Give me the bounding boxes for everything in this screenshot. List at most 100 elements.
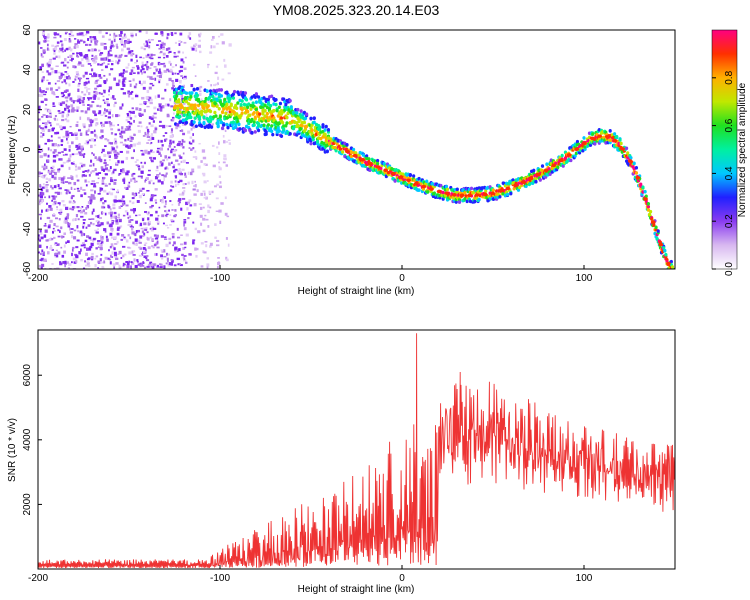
noise-speckle bbox=[113, 103, 116, 108]
noise-speckle bbox=[181, 197, 186, 200]
noise-speckle bbox=[109, 166, 112, 170]
noise-speckle bbox=[93, 96, 96, 100]
noise-speckle bbox=[110, 60, 114, 62]
noise-speckle bbox=[49, 58, 52, 61]
noise-speckle bbox=[168, 162, 171, 166]
ridge-point bbox=[477, 197, 481, 202]
noise-speckle bbox=[146, 105, 150, 108]
noise-speckle bbox=[80, 211, 84, 214]
noise-speckle bbox=[127, 63, 130, 67]
noise-speckle bbox=[94, 73, 98, 77]
noise-speckle bbox=[198, 86, 201, 90]
noise-speckle bbox=[102, 266, 105, 269]
noise-speckle bbox=[47, 171, 52, 174]
noise-speckle bbox=[166, 36, 169, 40]
noise-speckle bbox=[183, 223, 186, 227]
noise-speckle bbox=[204, 214, 207, 217]
noise-speckle bbox=[76, 106, 80, 110]
noise-speckle bbox=[111, 256, 114, 258]
noise-speckle bbox=[99, 187, 104, 190]
ridge-point bbox=[217, 106, 221, 111]
noise-speckle bbox=[206, 263, 210, 267]
noise-speckle bbox=[69, 125, 72, 128]
noise-speckle bbox=[217, 76, 220, 80]
ridge-peak bbox=[604, 134, 610, 139]
noise-speckle bbox=[125, 187, 129, 190]
noise-speckle bbox=[157, 70, 162, 74]
noise-speckle bbox=[52, 151, 56, 154]
noise-speckle bbox=[66, 141, 69, 145]
noise-speckle bbox=[70, 196, 73, 200]
noise-speckle bbox=[98, 84, 102, 87]
noise-speckle bbox=[62, 154, 65, 156]
noise-speckle bbox=[139, 56, 142, 59]
noise-speckle bbox=[85, 247, 89, 251]
noise-speckle bbox=[170, 180, 173, 184]
noise-speckle bbox=[158, 51, 161, 54]
noise-speckle bbox=[153, 112, 157, 115]
noise-speckle bbox=[64, 189, 68, 191]
noise-speckle bbox=[42, 90, 45, 93]
ridge-point bbox=[277, 129, 281, 133]
noise-speckle bbox=[50, 169, 55, 173]
ridge-point bbox=[193, 103, 197, 107]
noise-speckle bbox=[169, 62, 172, 66]
noise-speckle bbox=[191, 170, 195, 173]
noise-speckle bbox=[47, 154, 50, 158]
noise-speckle bbox=[100, 137, 103, 140]
noise-speckle bbox=[41, 192, 45, 196]
ridge-point bbox=[234, 103, 238, 108]
noise-speckle bbox=[195, 247, 199, 251]
noise-speckle bbox=[100, 222, 104, 226]
noise-speckle bbox=[67, 177, 71, 179]
ridge-peak bbox=[490, 191, 496, 196]
noise-speckle bbox=[88, 124, 91, 128]
noise-speckle bbox=[108, 159, 111, 161]
noise-speckle bbox=[225, 164, 229, 167]
noise-speckle bbox=[217, 261, 220, 265]
noise-speckle bbox=[77, 230, 79, 233]
noise-speckle bbox=[108, 38, 111, 41]
noise-speckle bbox=[163, 177, 166, 181]
noise-speckle bbox=[103, 168, 106, 172]
x-tick-label: -100 bbox=[210, 273, 230, 284]
noise-speckle bbox=[45, 184, 49, 186]
noise-speckle bbox=[178, 43, 181, 46]
noise-speckle bbox=[58, 125, 63, 129]
noise-speckle bbox=[160, 162, 164, 166]
noise-speckle bbox=[62, 181, 65, 184]
noise-speckle bbox=[56, 118, 59, 121]
noise-speckle bbox=[134, 232, 137, 237]
noise-speckle bbox=[103, 42, 107, 45]
noise-speckle bbox=[146, 61, 149, 64]
noise-speckle bbox=[214, 223, 217, 226]
ridge-point bbox=[189, 115, 193, 120]
ridge-point bbox=[299, 109, 303, 113]
noise-speckle bbox=[80, 206, 82, 210]
noise-speckle bbox=[192, 63, 196, 66]
noise-speckle bbox=[76, 54, 79, 58]
noise-speckle bbox=[74, 254, 78, 257]
noise-speckle bbox=[57, 145, 59, 148]
noise-speckle bbox=[94, 264, 97, 268]
noise-speckle bbox=[70, 175, 73, 177]
noise-speckle bbox=[140, 46, 144, 50]
noise-speckle bbox=[151, 151, 155, 154]
noise-speckle bbox=[115, 114, 119, 118]
noise-speckle bbox=[109, 122, 113, 126]
noise-speckle bbox=[109, 49, 112, 52]
noise-speckle bbox=[166, 158, 169, 161]
noise-speckle bbox=[43, 174, 47, 176]
ridge-peak bbox=[436, 189, 442, 194]
noise-speckle bbox=[134, 161, 137, 163]
noise-speckle bbox=[82, 223, 85, 227]
noise-speckle bbox=[40, 47, 43, 49]
noise-speckle bbox=[156, 221, 160, 224]
noise-speckle bbox=[117, 213, 120, 217]
noise-speckle bbox=[97, 228, 99, 231]
noise-speckle bbox=[162, 249, 166, 253]
noise-speckle bbox=[50, 135, 53, 138]
noise-speckle bbox=[40, 90, 44, 94]
noise-speckle bbox=[57, 110, 61, 112]
noise-speckle bbox=[168, 144, 172, 148]
